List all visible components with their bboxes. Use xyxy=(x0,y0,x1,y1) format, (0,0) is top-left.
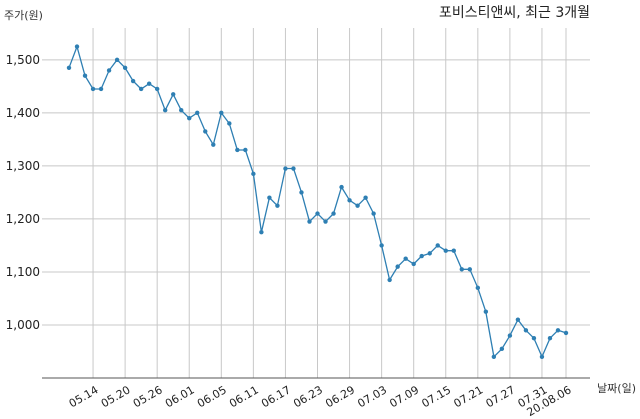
data-point xyxy=(515,317,521,322)
data-point xyxy=(122,65,128,70)
data-point xyxy=(555,328,561,333)
data-point xyxy=(451,248,456,253)
data-point xyxy=(427,251,432,256)
data-point xyxy=(563,330,569,336)
data-point xyxy=(331,211,336,216)
data-point xyxy=(307,219,312,224)
data-point xyxy=(323,219,328,224)
x-tick-label: 06.29 xyxy=(323,383,357,410)
data-point xyxy=(219,110,224,116)
data-point xyxy=(267,195,272,200)
data-point xyxy=(106,68,112,73)
x-tick-label: 07.03 xyxy=(355,383,389,410)
data-point xyxy=(195,110,200,116)
data-point xyxy=(275,203,280,208)
data-point xyxy=(114,57,120,63)
y-tick-label: 1,300 xyxy=(6,159,40,173)
data-point xyxy=(443,248,448,253)
data-point xyxy=(499,346,505,352)
data-point xyxy=(98,86,104,92)
data-point xyxy=(130,78,136,84)
data-point xyxy=(339,184,344,190)
data-point xyxy=(187,115,192,121)
data-point xyxy=(483,309,489,314)
data-point xyxy=(507,333,513,338)
data-point xyxy=(419,253,424,259)
data-point xyxy=(66,65,72,70)
y-tick-labels: 1,000 1,100 1,200 1,300 1,400 1,500 xyxy=(6,53,40,332)
data-point xyxy=(291,166,296,171)
x-tick-label: 06.11 xyxy=(227,383,261,410)
data-point xyxy=(138,86,144,92)
data-point xyxy=(491,354,497,359)
data-point xyxy=(411,261,416,267)
x-tick-label: 06.23 xyxy=(291,383,325,410)
data-point xyxy=(539,354,545,359)
data-point xyxy=(475,285,481,291)
data-point xyxy=(82,73,88,78)
data-point xyxy=(547,336,553,341)
x-tick-label: 05.26 xyxy=(131,383,165,410)
data-point xyxy=(74,44,80,49)
x-tick-label: 07.15 xyxy=(419,383,453,410)
data-point xyxy=(379,243,384,248)
data-point xyxy=(467,267,473,272)
data-point xyxy=(363,195,368,200)
y-axis-label: 주가(원) xyxy=(4,9,43,22)
data-point xyxy=(435,243,440,248)
data-point xyxy=(523,328,529,333)
y-tick-label: 1,000 xyxy=(6,318,40,332)
x-tick-label: 06.05 xyxy=(195,383,229,410)
y-tick-label: 1,400 xyxy=(6,106,40,120)
series-price xyxy=(66,44,569,359)
gridlines xyxy=(42,28,590,378)
y-tick-label: 1,500 xyxy=(6,53,40,67)
data-point xyxy=(531,336,537,341)
data-point xyxy=(251,171,256,177)
data-point xyxy=(459,267,464,272)
x-tick-label: 06.01 xyxy=(163,383,197,410)
data-point xyxy=(259,229,264,235)
x-tick-label: 06.17 xyxy=(259,383,293,410)
x-tick-label: 07.27 xyxy=(484,383,518,410)
x-tick-label: 05.14 xyxy=(67,383,101,410)
x-axis-label: 날짜(일) xyxy=(597,381,636,395)
data-point xyxy=(203,129,208,134)
data-point xyxy=(315,211,320,216)
x-tick-label: 05.20 xyxy=(99,383,133,410)
y-tick-label: 1,200 xyxy=(6,212,40,226)
x-tick-labels: 05.1405.2005.2606.0106.0506.1106.1706.23… xyxy=(67,383,574,419)
data-point xyxy=(235,147,240,153)
data-point xyxy=(171,92,176,97)
data-point xyxy=(162,107,168,113)
data-point xyxy=(403,256,408,261)
data-point xyxy=(387,277,392,283)
x-tick-label: 07.09 xyxy=(387,383,421,410)
data-point xyxy=(154,86,160,92)
data-point xyxy=(299,190,304,195)
data-point xyxy=(283,166,288,171)
chart-title: 포비스티앤씨, 최근 3개월 xyxy=(439,5,590,21)
x-tick-label: 07.21 xyxy=(452,383,486,410)
data-point xyxy=(90,86,96,92)
data-point xyxy=(146,81,152,86)
data-point xyxy=(227,121,232,126)
data-point xyxy=(371,211,376,216)
data-point xyxy=(211,142,216,147)
data-point xyxy=(243,147,248,153)
data-point xyxy=(395,264,400,269)
data-point xyxy=(179,107,184,113)
data-point xyxy=(355,203,360,208)
y-tick-label: 1,100 xyxy=(6,265,40,279)
data-point xyxy=(347,198,352,203)
